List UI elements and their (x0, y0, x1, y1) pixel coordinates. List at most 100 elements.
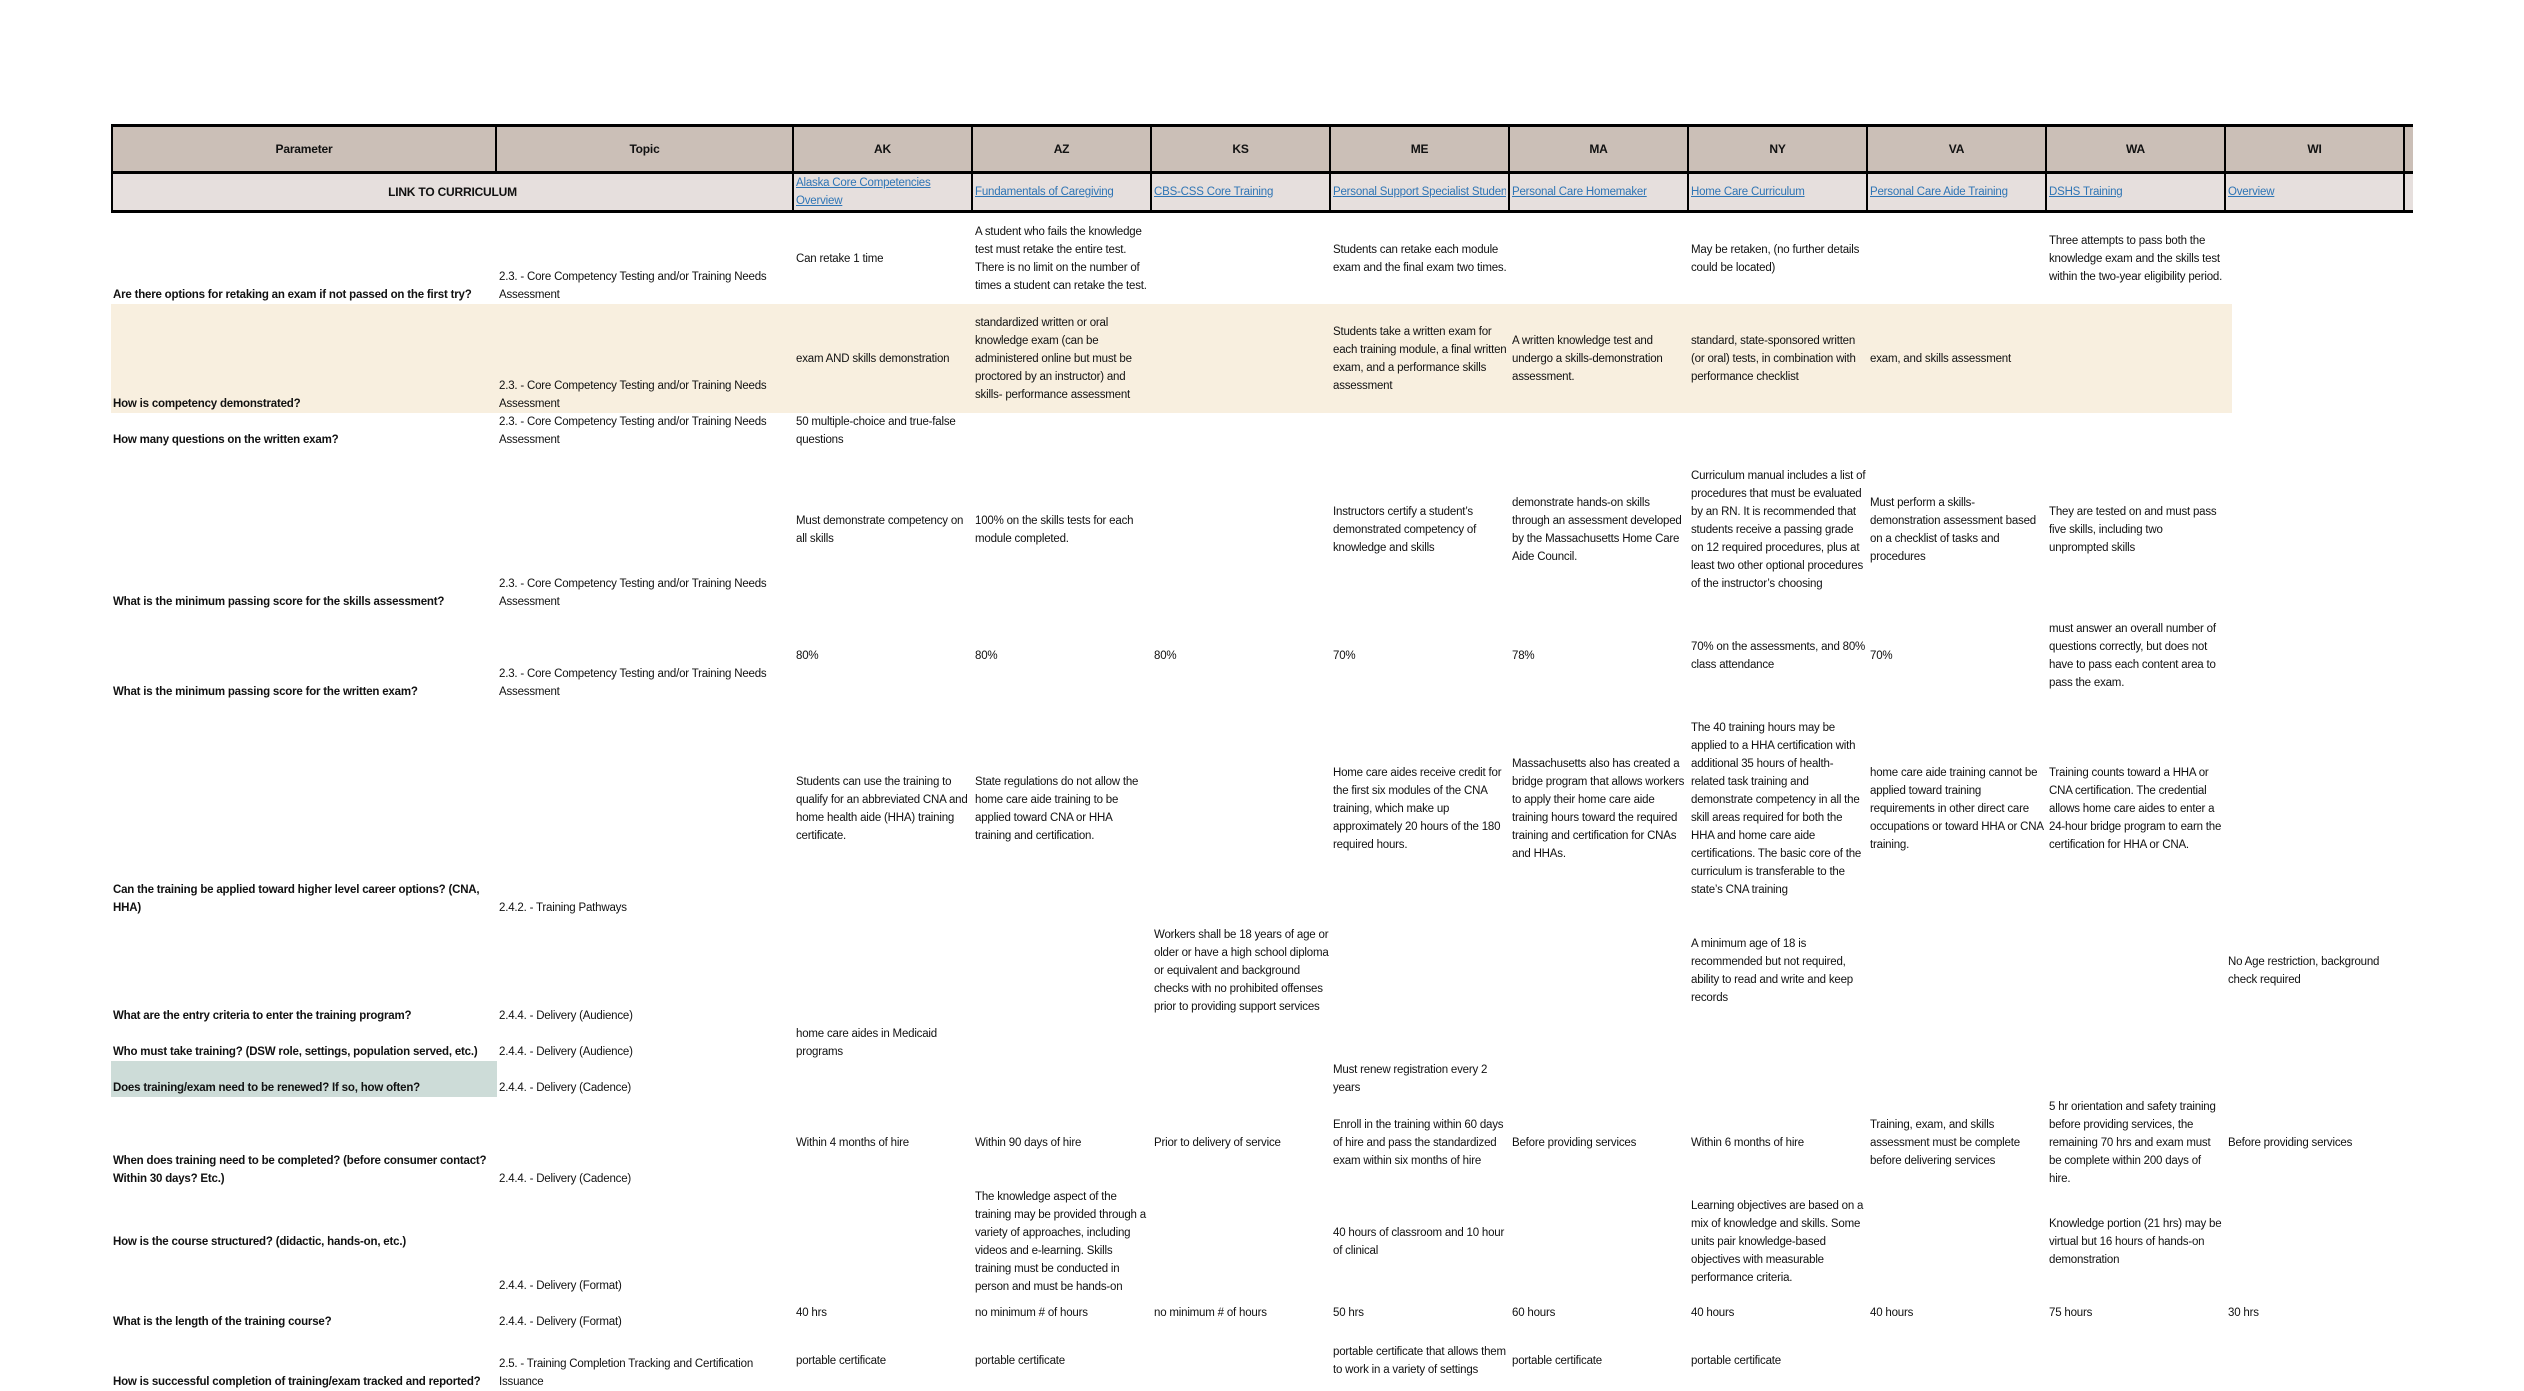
topic-cell[interactable]: 2.3. - Core Competency Testing and/or Tr… (499, 271, 767, 301)
curriculum-link-ny[interactable]: Home Care Curriculum (1691, 186, 1805, 198)
header-state-me[interactable]: ME (1331, 127, 1510, 171)
value-cell-me[interactable] (1331, 917, 1510, 1025)
value-cell-wa[interactable]: Knowledge portion (21 hrs) may be virtua… (2049, 1217, 2222, 1266)
value-cell-me[interactable]: Home care aides receive credit for the f… (1333, 767, 1502, 851)
value-cell-ks[interactable]: no minimum # of hours (1154, 1307, 1267, 1319)
topic-cell[interactable]: 2.4.4. - Delivery (Cadence) (499, 1082, 632, 1094)
value-cell-wa[interactable]: Three attempts to pass both the knowledg… (2049, 234, 2223, 283)
value-cell-wi[interactable] (2226, 213, 2405, 304)
value-cell-az[interactable]: portable certificate (975, 1355, 1065, 1367)
parameter-cell[interactable]: Are there options for retaking an exam i… (113, 289, 472, 301)
value-cell-wi[interactable] (2226, 611, 2405, 701)
value-cell-va[interactable]: exam, and skills assessment (1870, 352, 2011, 365)
parameter-cell[interactable]: Does training/exam need to be renewed? I… (111, 1061, 497, 1097)
value-cell-ks[interactable] (1152, 1025, 1331, 1061)
value-cell-az[interactable]: no minimum # of hours (975, 1307, 1088, 1319)
value-cell-ma[interactable]: demonstrate hands-on skills through an a… (1512, 497, 1682, 563)
value-cell-ma[interactable]: A written knowledge test and undergo a s… (1512, 334, 1663, 383)
value-cell-ny[interactable]: 40 hours (1691, 1307, 1735, 1319)
value-cell-ks[interactable]: Workers shall be 18 years of age or olde… (1154, 929, 1329, 1013)
value-cell-ak[interactable]: 80% (796, 650, 819, 662)
value-cell-az[interactable]: A student who fails the knowledge test m… (975, 225, 1147, 292)
value-cell-wi[interactable] (2226, 1331, 2405, 1391)
value-cell-wa[interactable] (2047, 1061, 2226, 1097)
curriculum-link-wa[interactable]: DSHS Training (2049, 186, 2123, 198)
value-cell-ma[interactable] (1510, 1061, 1689, 1097)
curriculum-link-va[interactable]: Personal Care Aide Training (1870, 186, 2008, 198)
curriculum-link-wi[interactable]: Overview (2228, 186, 2275, 198)
topic-cell[interactable]: 2.4.4. - Delivery (Cadence) (499, 1173, 632, 1185)
curriculum-link-ak[interactable]: Alaska Core Competencies Overview (796, 177, 931, 207)
value-cell-me[interactable]: 40 hours of classroom and 10 hour of cli… (1333, 1226, 1505, 1257)
value-cell-ma[interactable]: 60 hours (1512, 1307, 1556, 1319)
value-cell-ma[interactable] (1510, 1025, 1689, 1061)
value-cell-ny[interactable]: The 40 training hours may be applied to … (1691, 722, 1862, 896)
value-cell-ma[interactable] (1510, 917, 1689, 1025)
value-cell-az[interactable] (973, 1061, 1152, 1097)
value-cell-va[interactable]: Must perform a skills-demonstration asse… (1870, 497, 2036, 563)
value-cell-wi[interactable] (2226, 1061, 2405, 1097)
parameter-cell[interactable]: What is the length of the training cours… (113, 1316, 332, 1328)
topic-cell[interactable]: 2.4.2. - Training Pathways (499, 902, 627, 914)
value-cell-me[interactable]: Must renew registration every 2 years (1333, 1064, 1488, 1094)
value-cell-wi[interactable] (2226, 413, 2405, 449)
parameter-cell[interactable]: When does training need to be completed?… (113, 1155, 487, 1185)
value-cell-wa[interactable]: Training counts toward a HHA or CNA cert… (2049, 767, 2222, 851)
value-cell-ny[interactable] (1689, 413, 1868, 449)
value-cell-ma[interactable] (1510, 413, 1689, 449)
value-cell-ma[interactable]: portable certificate (1512, 1355, 1602, 1367)
value-cell-ak[interactable]: Within 4 months of hire (796, 1136, 910, 1149)
curriculum-link-ks[interactable]: CBS-CSS Core Training (1154, 186, 1274, 198)
value-cell-va[interactable]: 40 hours (1870, 1307, 1914, 1319)
value-cell-ak[interactable]: Can retake 1 time (796, 252, 884, 265)
value-cell-me[interactable]: 70% (1333, 650, 1356, 662)
header-state-ma[interactable]: MA (1510, 127, 1689, 171)
value-cell-ks[interactable] (1152, 1061, 1331, 1097)
value-cell-ny[interactable] (1689, 1025, 1868, 1061)
value-cell-wi[interactable]: 30 hrs (2228, 1307, 2259, 1319)
value-cell-wi[interactable] (2226, 1188, 2405, 1295)
parameter-cell[interactable]: How is successful completion of training… (113, 1376, 481, 1388)
value-cell-me[interactable]: 50 hrs (1333, 1307, 1364, 1319)
value-cell-ak[interactable] (794, 917, 973, 1025)
value-cell-va[interactable] (1868, 917, 2047, 1025)
value-cell-ny[interactable]: A minimum age of 18 is recommended but n… (1691, 938, 1853, 1004)
value-cell-wa[interactable] (2047, 304, 2226, 413)
value-cell-ks[interactable] (1152, 304, 1331, 413)
value-cell-ks[interactable] (1152, 449, 1331, 611)
topic-cell[interactable]: 2.3. - Core Competency Testing and/or Tr… (499, 416, 767, 446)
value-cell-me[interactable] (1331, 1025, 1510, 1061)
value-cell-va[interactable] (1868, 1331, 2047, 1391)
value-cell-ak[interactable] (794, 1188, 973, 1295)
value-cell-wa[interactable] (2047, 1331, 2226, 1391)
value-cell-ma[interactable]: 78% (1512, 650, 1535, 662)
parameter-cell[interactable]: How is the course structured? (didactic,… (113, 1235, 406, 1248)
value-cell-me[interactable]: Students can retake each module exam and… (1333, 243, 1507, 274)
value-cell-ak[interactable]: 40 hrs (796, 1307, 827, 1319)
header-state-ks[interactable]: KS (1152, 127, 1331, 171)
value-cell-me[interactable]: portable certificate that allows them to… (1333, 1346, 1506, 1376)
topic-cell[interactable]: 2.3. - Core Competency Testing and/or Tr… (499, 380, 767, 410)
value-cell-ak[interactable] (794, 1061, 973, 1097)
topic-cell[interactable]: 2.4.4. - Delivery (Format) (499, 1316, 622, 1328)
value-cell-wa[interactable]: must answer an overall number of questio… (2049, 623, 2216, 689)
value-cell-me[interactable] (1331, 413, 1510, 449)
value-cell-ak[interactable]: Must demonstrate competency on all skill… (796, 515, 964, 545)
value-cell-az[interactable]: The knowledge aspect of the training may… (975, 1190, 1146, 1293)
value-cell-az[interactable]: 100% on the skills tests for each module… (975, 515, 1134, 545)
value-cell-ks[interactable]: Prior to delivery of service (1154, 1136, 1281, 1149)
value-cell-az[interactable] (973, 1025, 1152, 1061)
value-cell-wa[interactable]: They are tested on and must pass five sk… (2049, 506, 2217, 554)
value-cell-va[interactable] (1868, 1061, 2047, 1097)
value-cell-ny[interactable]: portable certificate (1691, 1355, 1781, 1367)
value-cell-ks[interactable]: 80% (1154, 650, 1177, 662)
value-cell-wi[interactable]: Before providing services (2228, 1136, 2353, 1149)
value-cell-az[interactable]: Within 90 days of hire (975, 1136, 1082, 1149)
curriculum-link-me[interactable]: Personal Support Specialist Student (1333, 186, 1506, 198)
parameter-cell[interactable]: Can the training be applied toward highe… (113, 884, 480, 914)
value-cell-va[interactable] (1868, 213, 2047, 304)
value-cell-va[interactable]: 70% (1870, 650, 1893, 662)
value-cell-ak[interactable]: 50 multiple-choice and true-false questi… (796, 416, 956, 446)
value-cell-wa[interactable] (2047, 917, 2226, 1025)
value-cell-ny[interactable]: Curriculum manual includes a list of pro… (1691, 470, 1866, 590)
